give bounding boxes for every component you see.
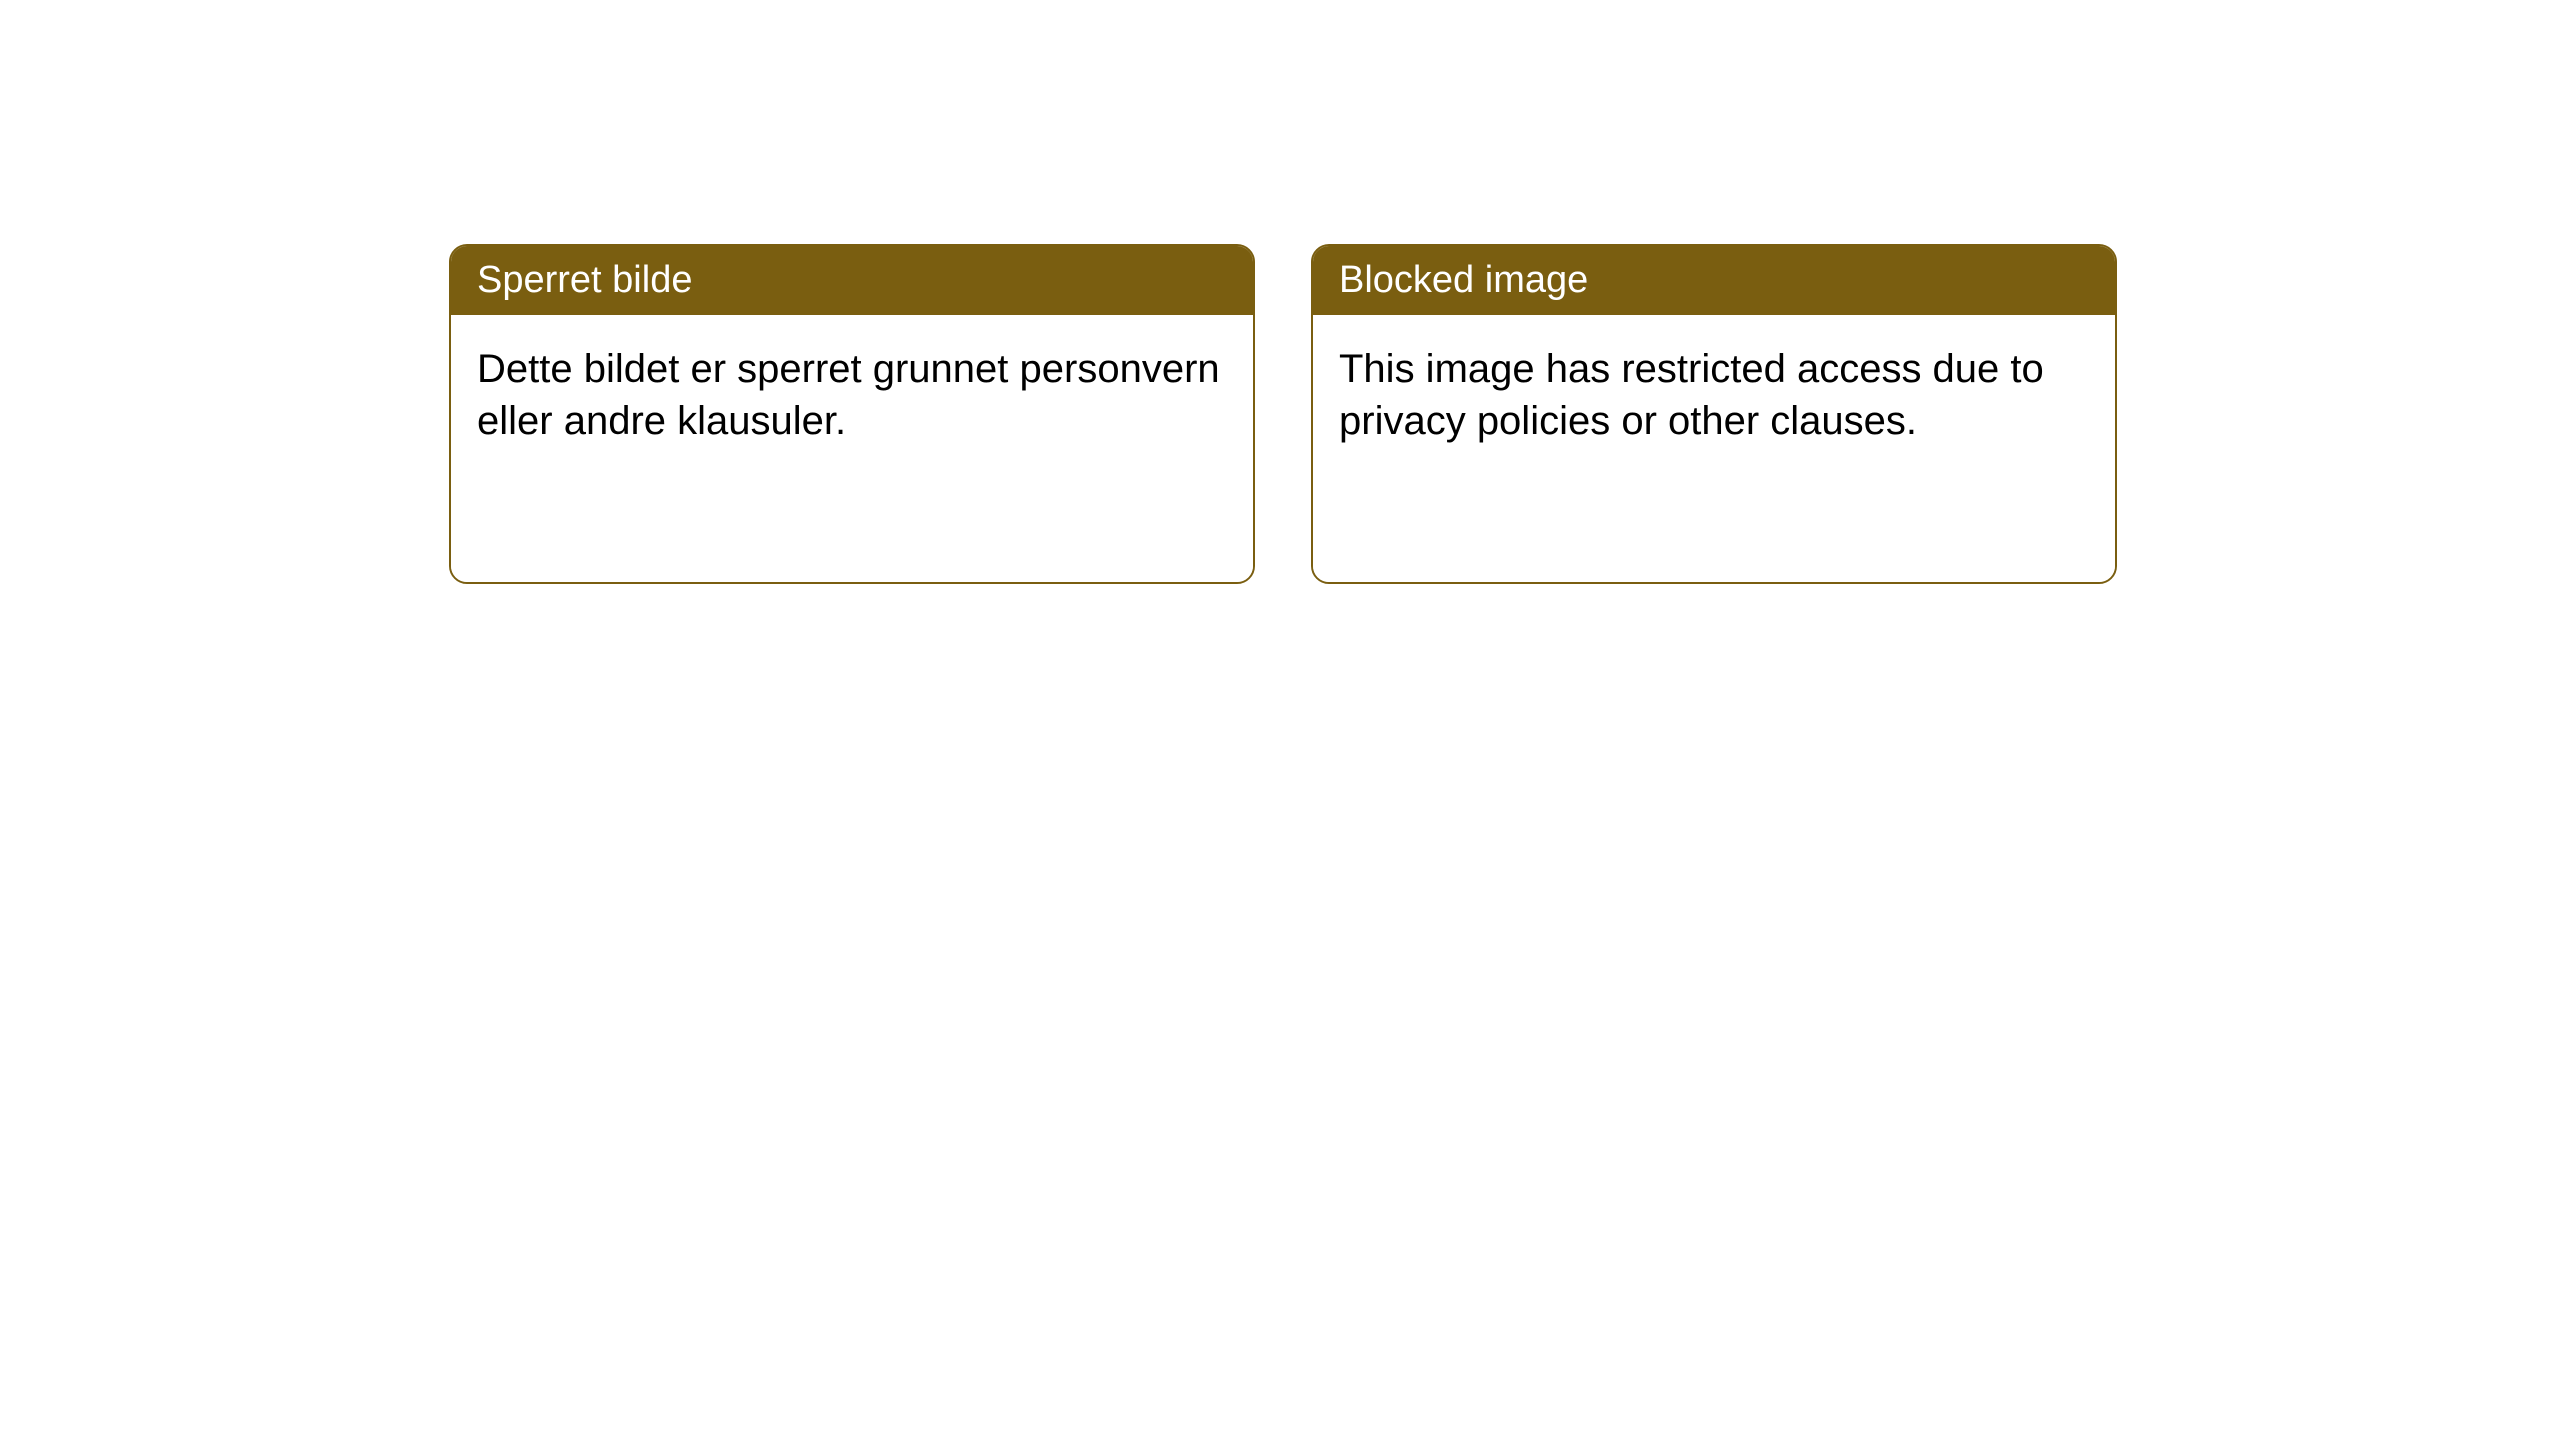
notice-container: Sperret bilde Dette bildet er sperret gr… — [0, 0, 2560, 584]
notice-body: This image has restricted access due to … — [1313, 315, 2115, 582]
notice-header: Sperret bilde — [451, 246, 1253, 315]
notice-card-english: Blocked image This image has restricted … — [1311, 244, 2117, 584]
notice-card-norwegian: Sperret bilde Dette bildet er sperret gr… — [449, 244, 1255, 584]
notice-body: Dette bildet er sperret grunnet personve… — [451, 315, 1253, 582]
notice-header: Blocked image — [1313, 246, 2115, 315]
